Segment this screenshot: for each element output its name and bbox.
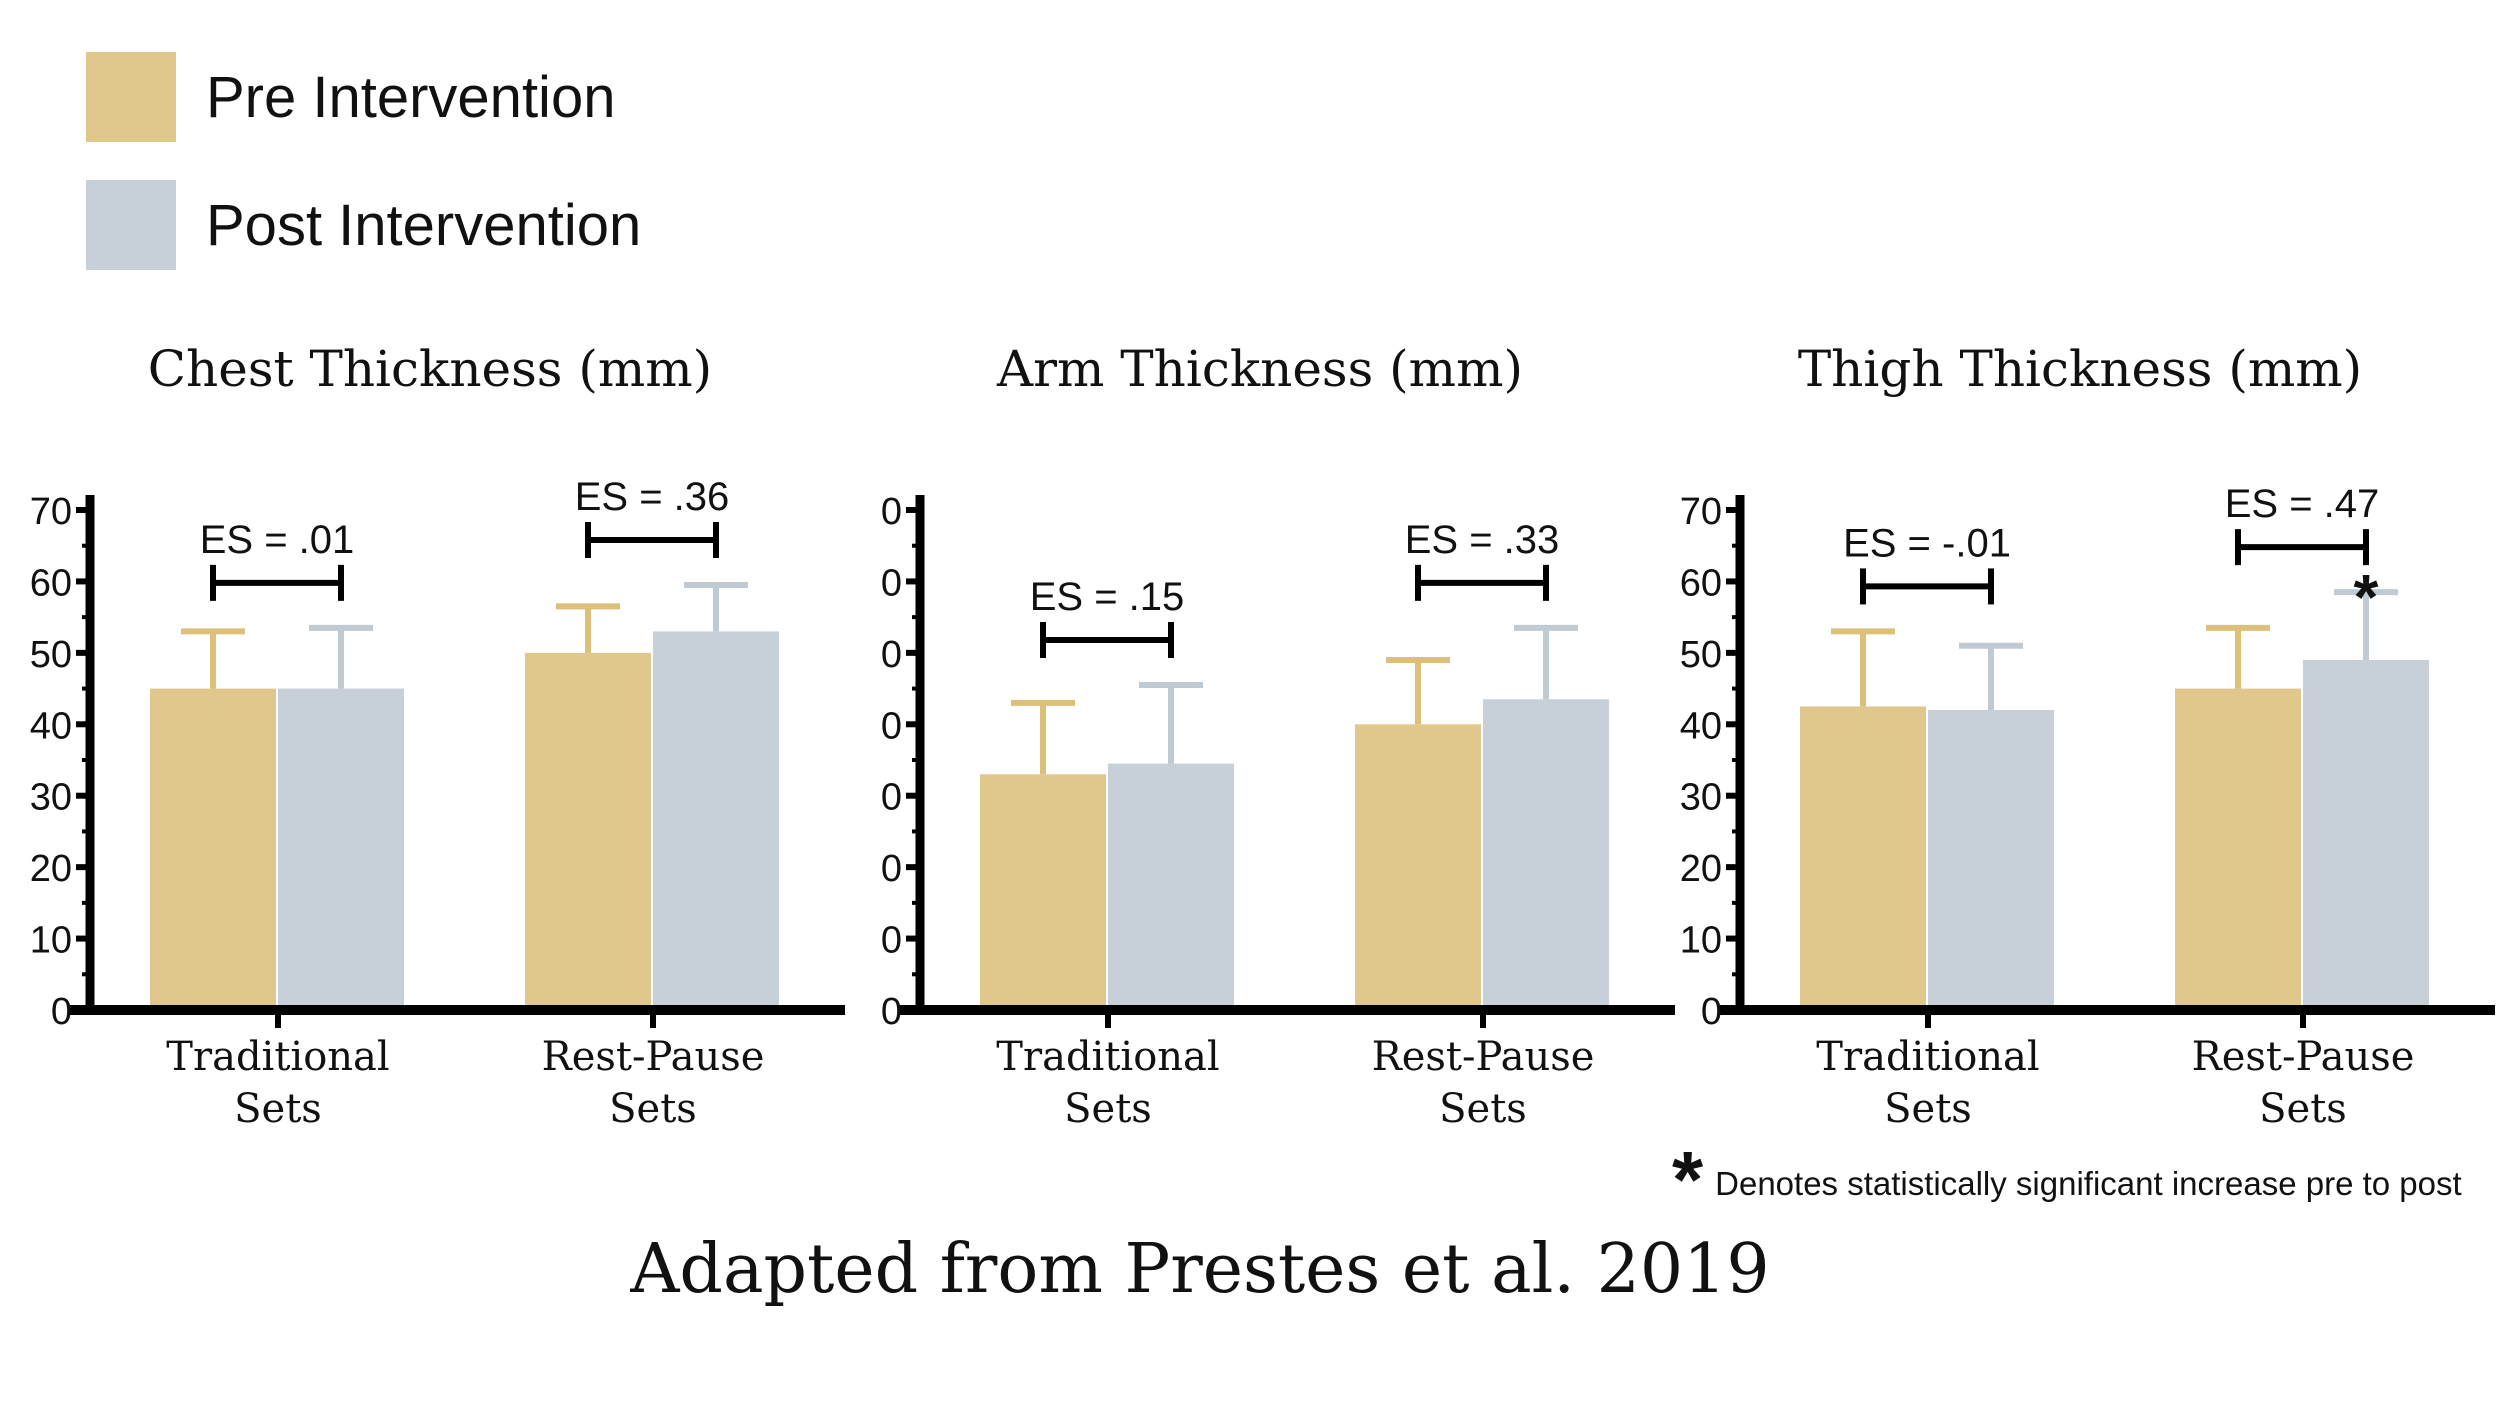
- y-tick-label: 0: [881, 777, 902, 819]
- bar: [1483, 699, 1609, 1010]
- es-label: ES = -.01: [1843, 521, 2011, 565]
- x-category-label: Rest-Pause: [1372, 1034, 1595, 1080]
- bar: [150, 688, 276, 1010]
- x-category-label: Sets: [1064, 1086, 1152, 1132]
- chest-chart: Chest Thickness (mm) 0 10 20 30 40 50 60 70 ES =…: [10, 340, 850, 1200]
- es-label: ES = .47: [2225, 482, 2380, 526]
- y-tick-label: 0: [881, 848, 902, 890]
- bar: [2303, 660, 2429, 1010]
- bar: [1928, 710, 2054, 1010]
- y-tick-label: 0: [881, 705, 902, 747]
- bar: [1800, 706, 1926, 1010]
- legend-swatch-post: [86, 180, 176, 270]
- y-tick-label: 0: [881, 991, 902, 1033]
- x-category-label: Rest-Pause: [542, 1034, 765, 1080]
- bar: [525, 652, 651, 1010]
- legend-item-post: Post Intervention: [86, 180, 641, 270]
- y-tick-label: 60: [1680, 562, 1722, 604]
- thigh-chart: Thigh Thickness (mm) 0 10 20 30 40 50 60 70 ES =…: [1660, 340, 2500, 1200]
- y-tick-label: 10: [30, 920, 72, 962]
- x-category-label: Traditional: [1816, 1034, 2039, 1080]
- y-tick-label: 70: [1680, 491, 1722, 533]
- arm-chart-plot: 0 0 0 0 0 0 0 0 ES = .15 Traditional Sets ES = .33 R…: [881, 491, 1675, 1132]
- y-tick-label: 20: [30, 848, 72, 890]
- bar: [1355, 724, 1481, 1010]
- chart-title: Thigh Thickness (mm): [1797, 340, 2363, 398]
- x-category-label: Traditional: [996, 1034, 1219, 1080]
- y-tick-label: 30: [1680, 777, 1722, 819]
- x-category-label: Sets: [1884, 1086, 1972, 1132]
- y-tick-label: 0: [881, 491, 902, 533]
- y-tick-label: 0: [881, 562, 902, 604]
- x-category-label: Sets: [2259, 1086, 2347, 1132]
- y-tick-label: 0: [51, 991, 72, 1033]
- chest-chart-plot: 0 10 20 30 40 50 60 70 ES = .01 Traditional Sets ES…: [30, 475, 845, 1132]
- legend-label-post: Post Intervention: [206, 192, 642, 258]
- y-tick-label: 0: [881, 920, 902, 962]
- y-tick-label: 10: [1680, 920, 1722, 962]
- x-category-label: Rest-Pause: [2192, 1034, 2415, 1080]
- bar: [980, 774, 1106, 1010]
- es-label: ES = .33: [1405, 518, 1560, 562]
- y-tick-label: 20: [1680, 848, 1722, 890]
- chart-title: Chest Thickness (mm): [147, 340, 713, 398]
- y-tick-label: 60: [30, 562, 72, 604]
- arm-chart: Arm Thickness (mm) 0 0 0 0 0 0 0 0 ES = .15 Tradi…: [840, 340, 1680, 1200]
- y-tick-label: 50: [1680, 634, 1722, 676]
- es-label: ES = .01: [200, 518, 355, 562]
- y-tick-label: 0: [881, 634, 902, 676]
- footnote-text: Denotes statistically significant increa…: [1715, 1165, 2462, 1202]
- bar: [1108, 763, 1234, 1010]
- x-category-label: Sets: [609, 1086, 697, 1132]
- y-tick-label: 70: [30, 491, 72, 533]
- legend-swatch-pre: [86, 52, 176, 142]
- bar: [2175, 688, 2301, 1010]
- asterisk-icon: *: [1672, 1135, 1704, 1224]
- bar: [653, 631, 779, 1010]
- legend: Pre Intervention Post Intervention: [86, 52, 641, 308]
- chart-title: Arm Thickness (mm): [996, 340, 1523, 398]
- x-category-label: Sets: [1439, 1086, 1527, 1132]
- thigh-chart-plot: 0 10 20 30 40 50 60 70 ES = -.01 Traditional Sets E…: [1680, 482, 2495, 1132]
- significance-footnote: * Denotes statistically significant incr…: [1672, 1135, 2462, 1224]
- y-tick-label: 40: [30, 705, 72, 747]
- bar: [278, 688, 404, 1010]
- source-caption: Adapted from Prestes et al. 2019: [630, 1230, 1770, 1309]
- y-tick-label: 40: [1680, 705, 1722, 747]
- legend-label-pre: Pre Intervention: [206, 64, 616, 130]
- significance-asterisk: *: [2354, 561, 2379, 633]
- y-tick-label: 0: [1701, 991, 1722, 1033]
- es-label: ES = .36: [575, 475, 730, 519]
- y-tick-label: 30: [30, 777, 72, 819]
- x-category-label: Traditional: [166, 1034, 389, 1080]
- y-tick-label: 50: [30, 634, 72, 676]
- legend-item-pre: Pre Intervention: [86, 52, 641, 142]
- x-category-label: Sets: [234, 1086, 322, 1132]
- es-label: ES = .15: [1030, 575, 1185, 619]
